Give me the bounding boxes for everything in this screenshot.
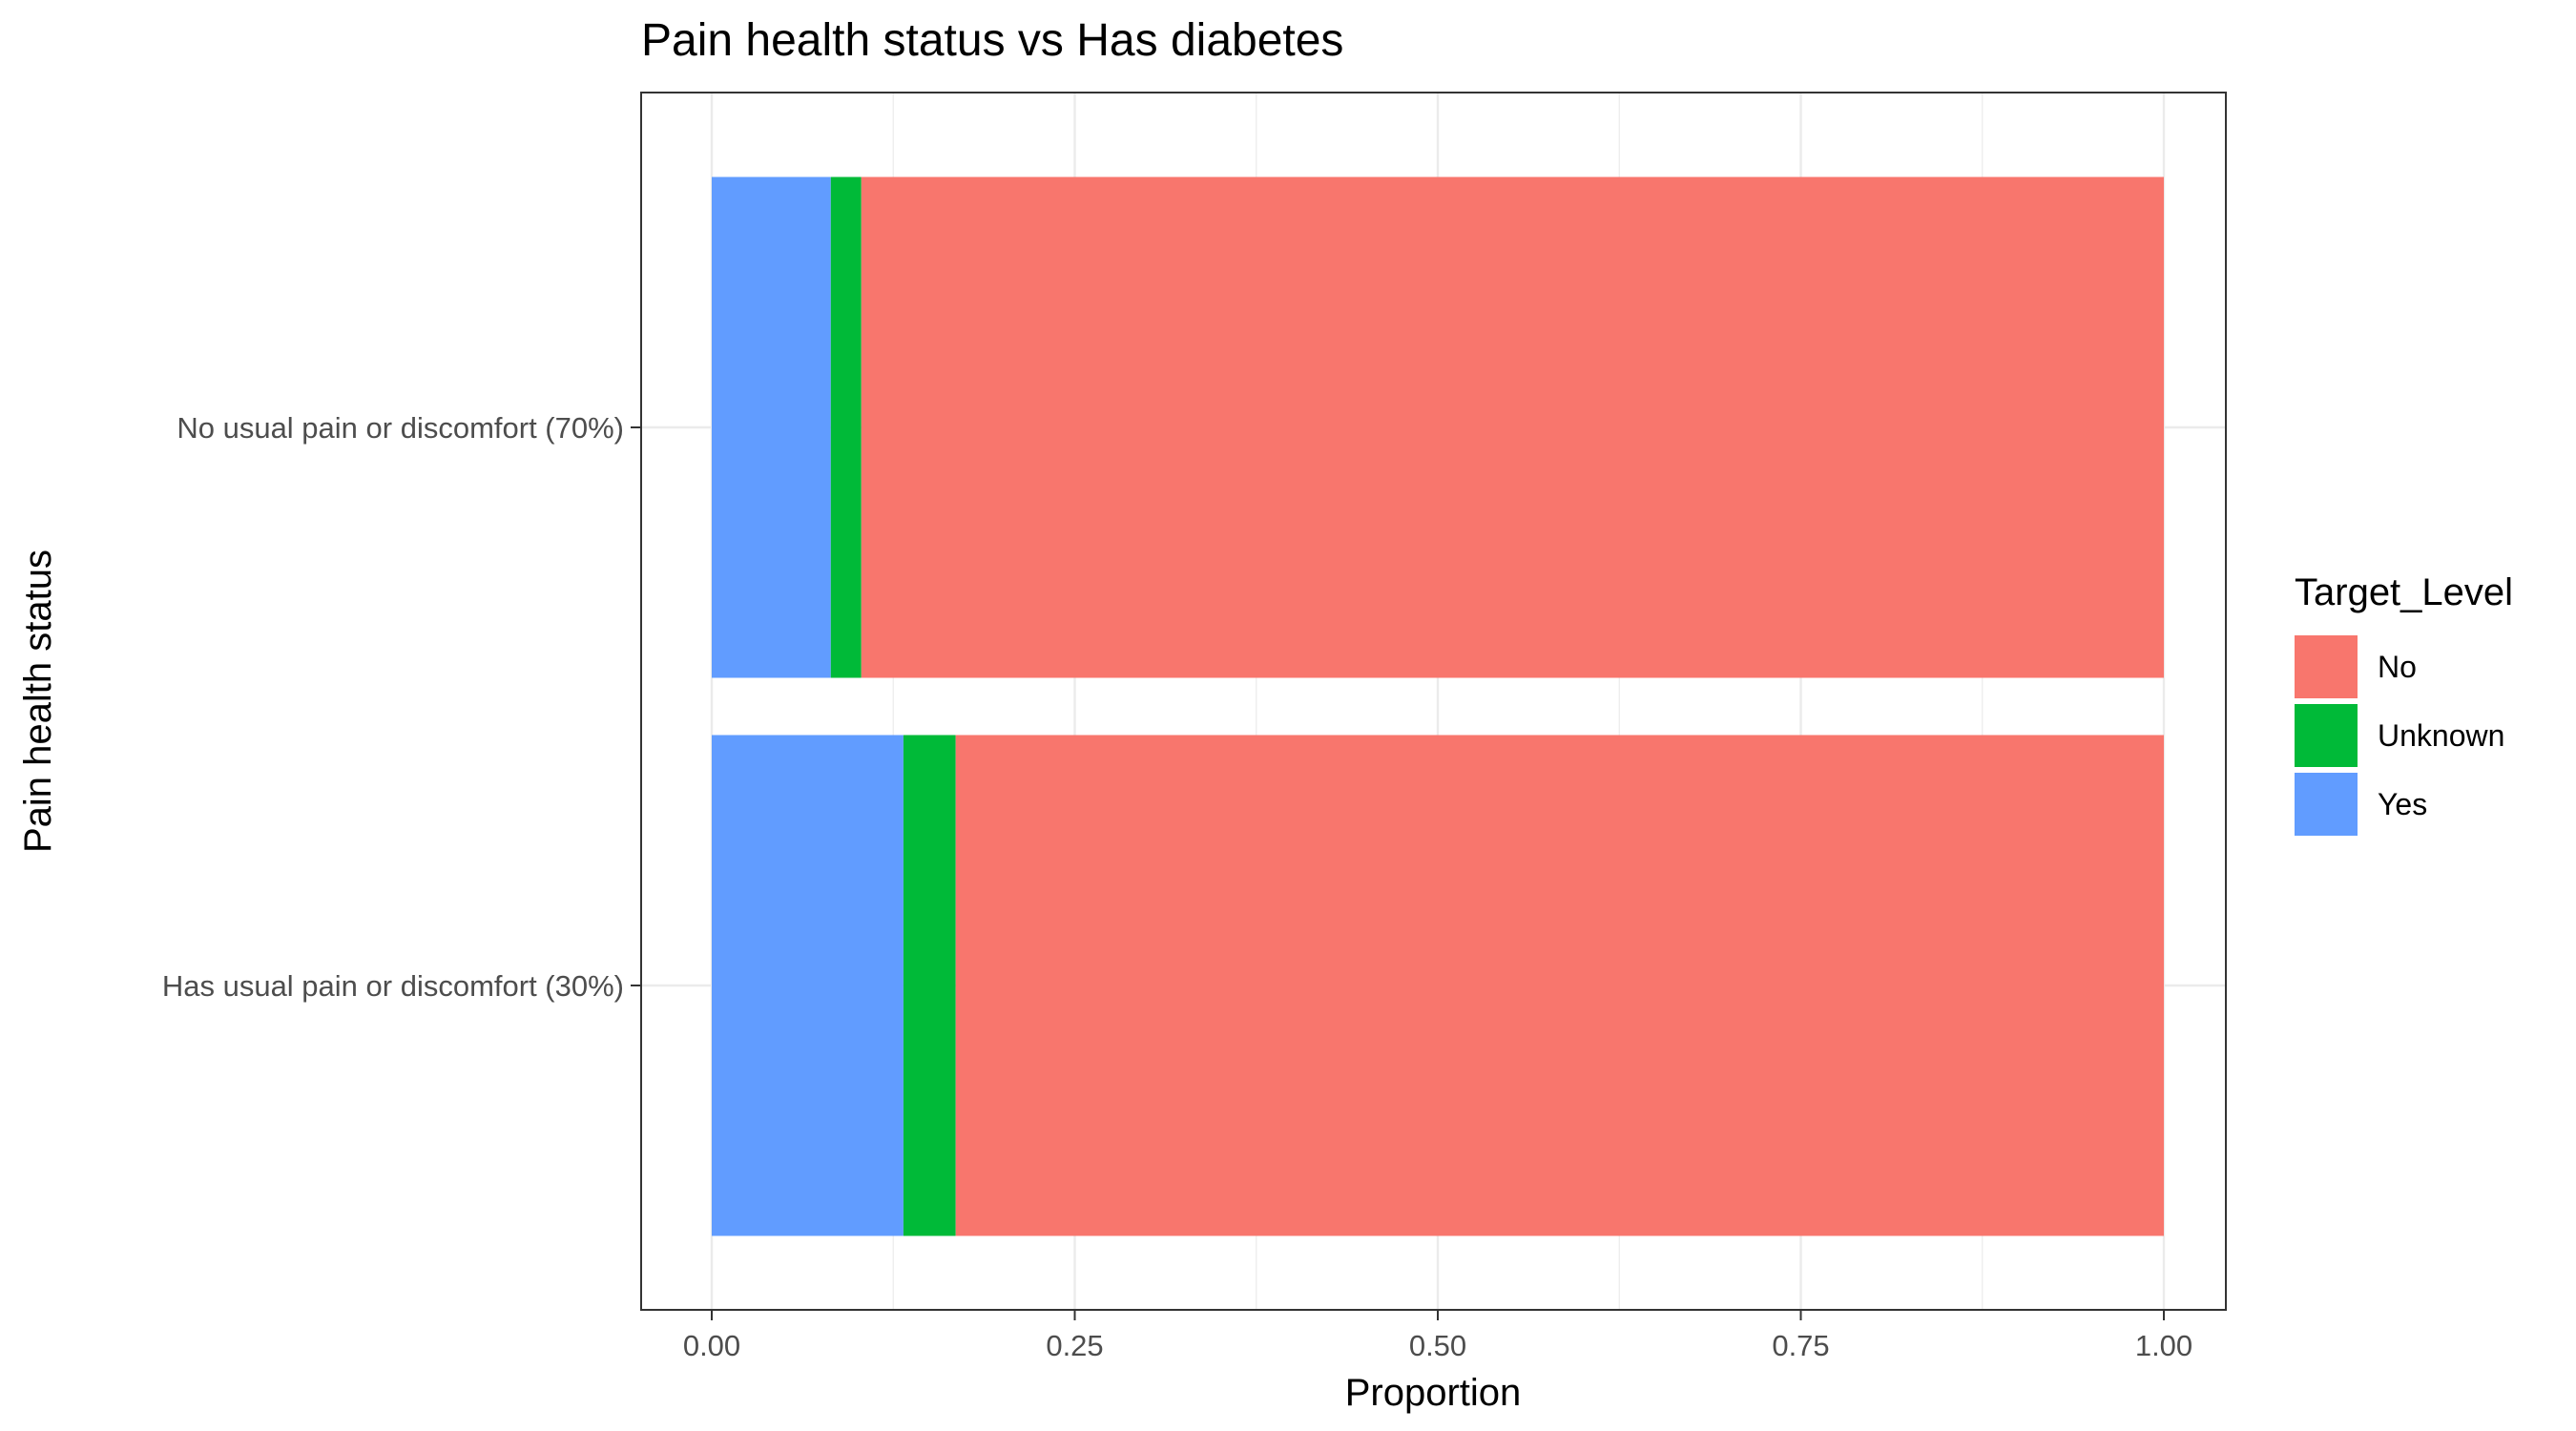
y-axis: No usual pain or discomfort (70%) Has usu… [162,411,641,1003]
bars-group [712,176,2164,1236]
legend-title: Target_Level [2295,571,2513,613]
bar-segment-no [955,735,2164,1236]
x-tick-label: 0.50 [1409,1329,1466,1362]
chart-title: Pain health status vs Has diabetes [641,15,1343,66]
legend: Target_Level No Unknown Yes [2295,571,2513,836]
legend-key-no [2295,635,2358,698]
y-axis-title: Pain health status [17,550,59,853]
y-tick-label: Has usual pain or discomfort (30%) [162,969,624,1003]
x-axis-title: Proportion [1345,1372,1522,1414]
legend-label-unknown: Unknown [2378,718,2504,753]
y-tick-label: No usual pain or discomfort (70%) [177,411,624,445]
x-tick-label: 0.00 [683,1329,740,1362]
x-tick-label: 0.25 [1046,1329,1103,1362]
x-axis: 0.00 0.25 0.50 0.75 1.00 [683,1310,2192,1362]
x-tick-label: 0.75 [1772,1329,1829,1362]
bar-segment-unknown [830,176,862,678]
x-tick-label: 1.00 [2135,1329,2192,1362]
legend-key-unknown [2295,704,2358,767]
bar-segment-no [861,176,2164,678]
plot-panel-border [640,92,2227,1311]
legend-label-no: No [2378,650,2417,684]
bar-segment-unknown [903,735,956,1236]
bar-segment-yes [712,735,904,1236]
legend-label-yes: Yes [2378,787,2427,821]
legend-key-yes [2295,773,2358,836]
bar-segment-yes [712,176,831,678]
